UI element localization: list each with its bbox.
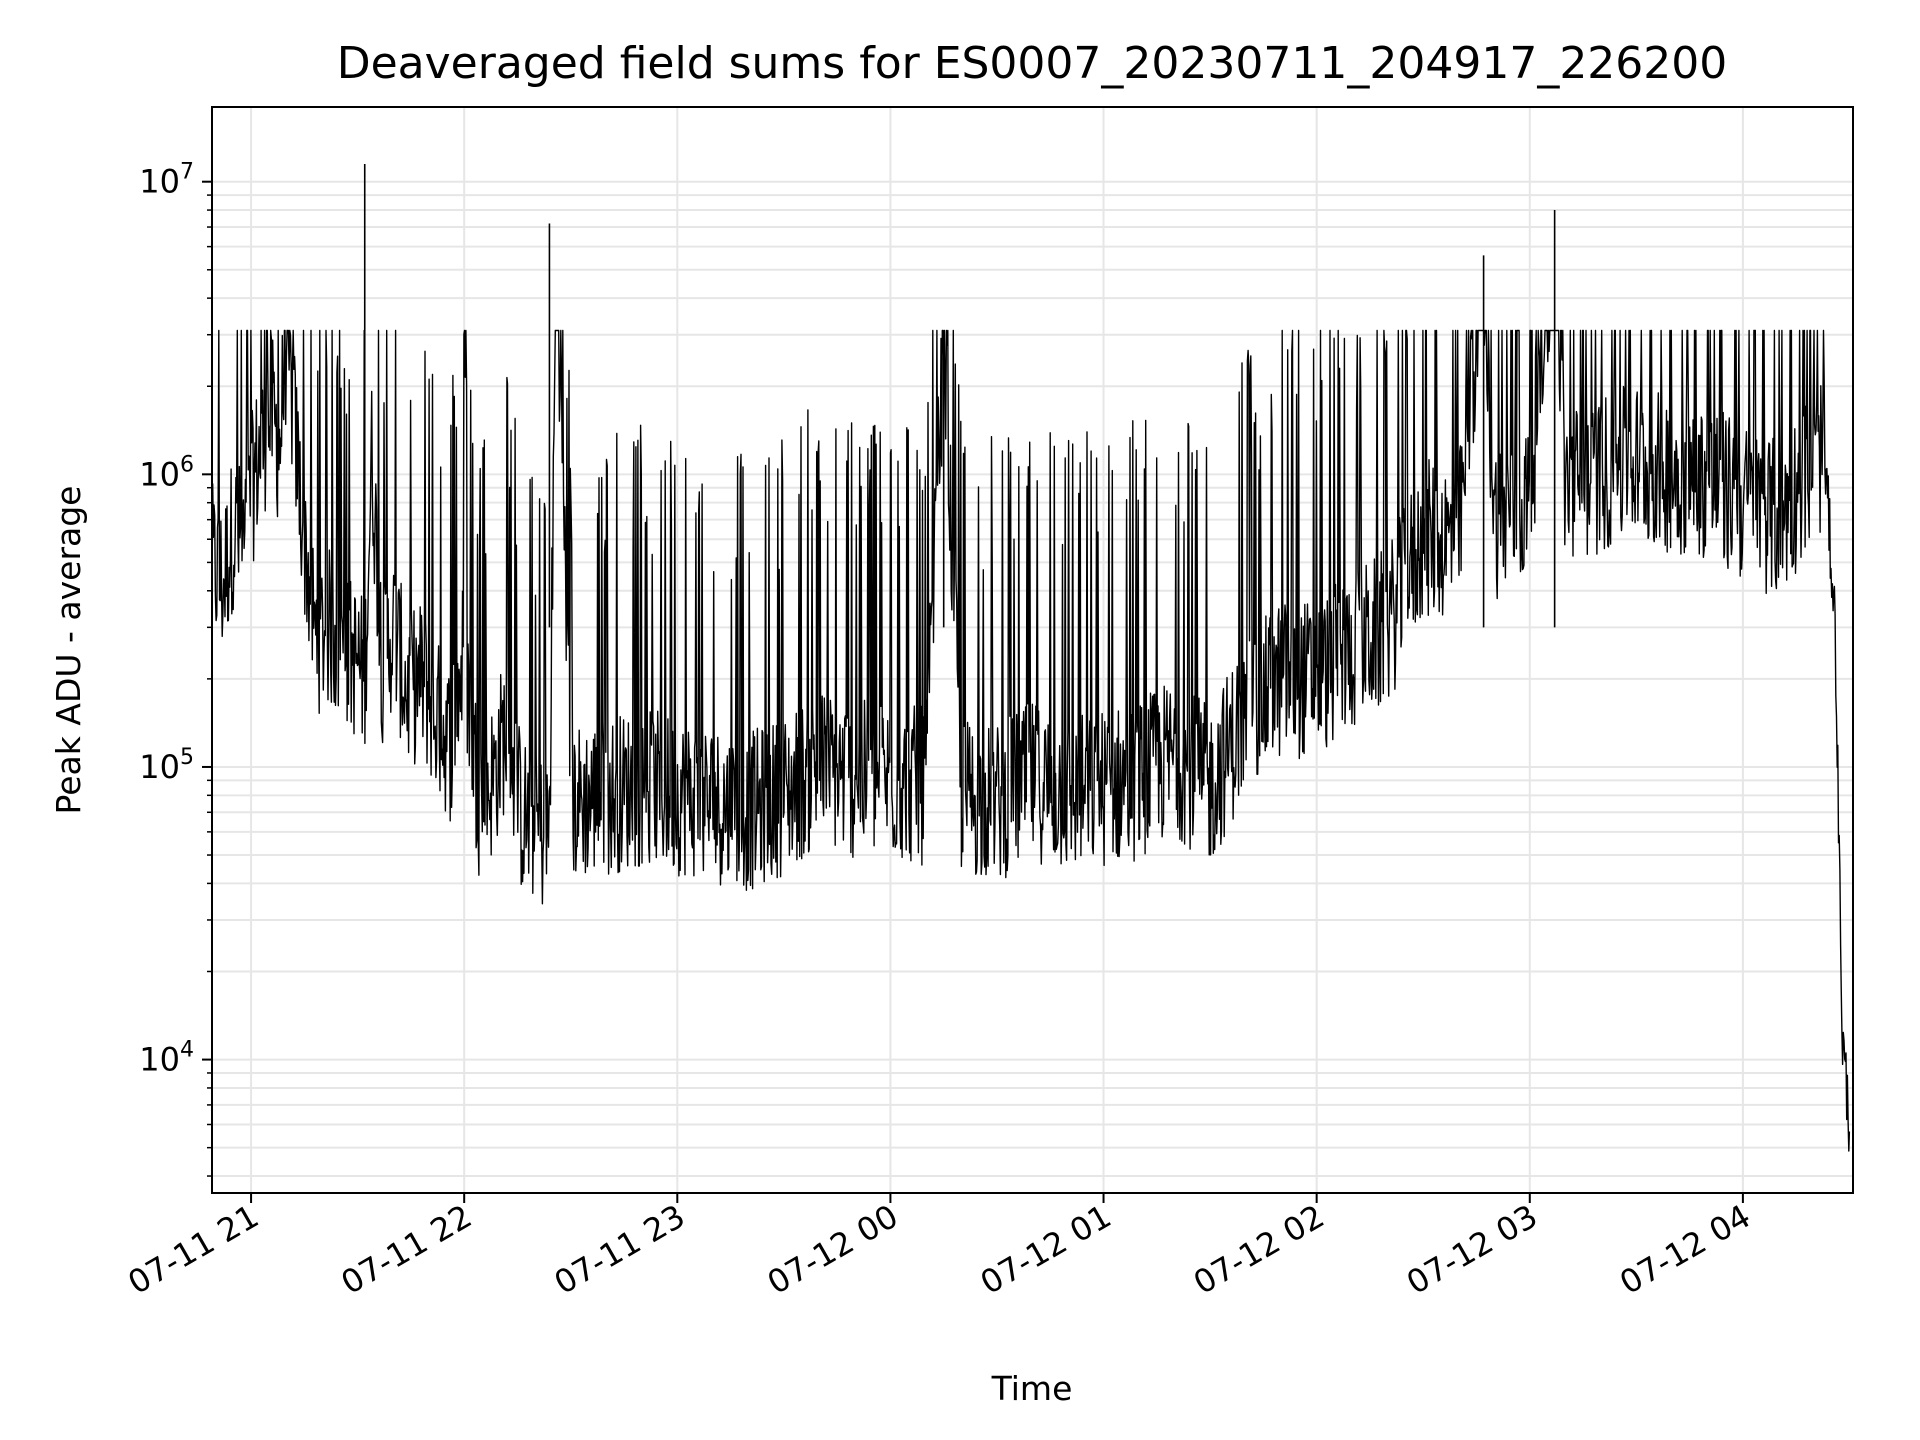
x-tick-label: 07-12 01 <box>974 1197 1118 1302</box>
y-tick-label: 106 <box>139 452 194 493</box>
series-line <box>211 329 1851 1152</box>
plot-frame <box>211 106 1854 1194</box>
y-tick-label: 104 <box>139 1038 194 1079</box>
x-tick-label: 07-11 21 <box>121 1197 265 1302</box>
x-tick-label: 07-11 23 <box>548 1197 692 1302</box>
x-tick-label: 07-12 02 <box>1187 1197 1331 1302</box>
y-tick-label: 107 <box>139 160 194 201</box>
x-tick-label: 07-12 04 <box>1613 1197 1757 1302</box>
y-tick-label: 105 <box>139 745 194 786</box>
x-tick-label: 07-11 22 <box>335 1197 479 1302</box>
x-tick-label: 07-12 00 <box>761 1197 905 1302</box>
x-axis-label: Time <box>991 1369 1073 1408</box>
chart-title: Deaveraged field sums for ES0007_2023071… <box>337 38 1728 89</box>
x-tick-label: 07-12 03 <box>1400 1197 1544 1302</box>
data-layer <box>211 163 1851 1152</box>
y-axis-label: Peak ADU - average <box>49 486 88 815</box>
